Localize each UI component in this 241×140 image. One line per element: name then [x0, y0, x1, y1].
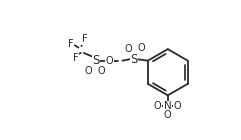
Text: F: F [73, 53, 79, 63]
Text: F: F [82, 34, 87, 44]
Text: O: O [154, 101, 161, 111]
Text: O: O [85, 66, 92, 76]
Text: O: O [98, 66, 105, 76]
Text: O: O [174, 101, 182, 111]
Text: S: S [93, 54, 100, 67]
Text: O: O [125, 44, 132, 54]
Text: O: O [106, 56, 113, 66]
Text: F: F [68, 39, 74, 49]
Text: O: O [138, 43, 145, 53]
Text: S: S [130, 53, 138, 66]
Text: N: N [164, 101, 172, 111]
Text: O: O [164, 110, 172, 120]
